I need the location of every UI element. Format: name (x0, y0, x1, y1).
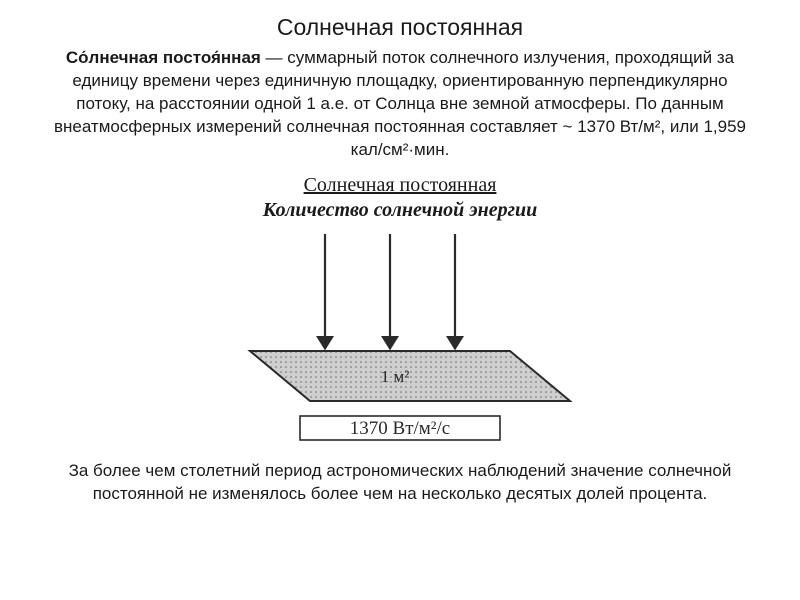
value-label: 1370 Вт/м²/с (350, 418, 450, 439)
page-title: Солнечная постоянная (50, 14, 750, 41)
figure-subtitle: Количество солнечной энергии (170, 199, 630, 222)
solar-constant-diagram: 1 м² 1370 Вт/м²/с (170, 226, 630, 441)
area-label: 1 м² (381, 367, 410, 386)
term: Со́лнечная постоя́нная (66, 48, 261, 67)
page: Солнечная постоянная Со́лнечная постоя́н… (0, 0, 800, 600)
figure-title: Солнечная постоянная (170, 174, 630, 197)
figure: Солнечная постоянная Количество солнечно… (170, 174, 630, 446)
footer-paragraph: За более чем столетний период астрономич… (50, 460, 750, 506)
definition-paragraph: Со́лнечная постоя́нная — суммарный поток… (50, 47, 750, 162)
